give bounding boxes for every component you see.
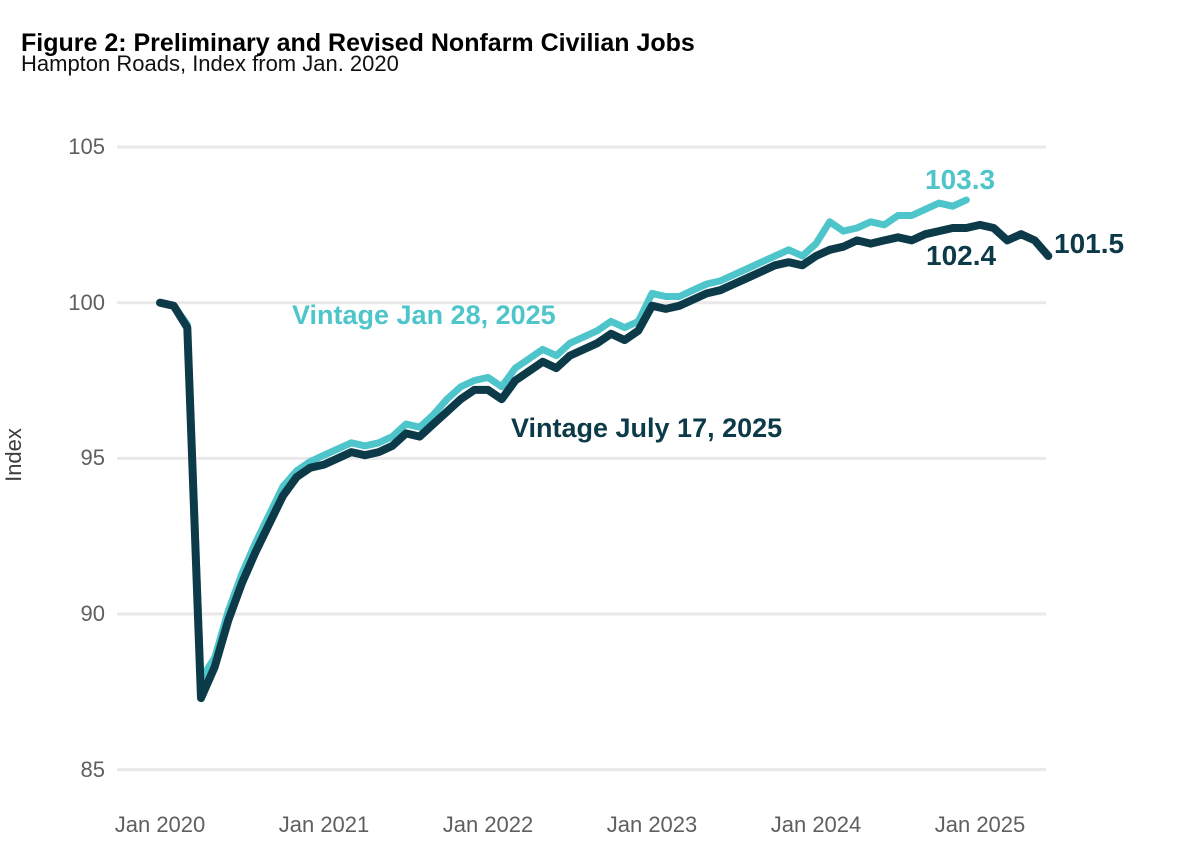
gridlines (117, 145, 1046, 772)
series-line-vintage-july-17-2025 (156, 220, 1053, 703)
x-tick-label-jan-2025: Jan 2025 (934, 812, 1026, 837)
y-tick-label-105: 105 (68, 134, 105, 160)
y-tick-label-85: 85 (80, 756, 105, 782)
x-tick-label-jan-2023: Jan 2023 (606, 812, 698, 837)
y-axis-title: Index (1, 428, 26, 482)
page-title: Figure 2: Preliminary and Revised Nonfar… (21, 28, 695, 57)
chart-subtitle: Hampton Roads, Index from Jan. 2020 (21, 51, 399, 76)
series2-end-value-label: 101.5 (1054, 228, 1125, 259)
series1-inline-label: Vintage Jan 28, 2025 (292, 300, 556, 330)
series2-inline-label: Vintage July 17, 2025 (511, 413, 783, 443)
x-tick-label-jan-2024: Jan 2024 (770, 812, 862, 837)
y-tick-label-95: 95 (80, 445, 105, 471)
series2-dec2024-value-label: 102.4 (926, 240, 997, 271)
x-tick-label-jan-2022: Jan 2022 (442, 812, 534, 837)
y-tick-label-100: 100 (68, 289, 105, 315)
x-tick-label-jan-2021: Jan 2021 (278, 812, 370, 837)
series1-end-value-label: 103.3 (925, 164, 996, 195)
x-tick-label-jan-2020: Jan 2020 (114, 812, 206, 837)
y-tick-label-90: 90 (80, 601, 105, 626)
series-line-vintage-jan-28-2025 (156, 196, 970, 683)
